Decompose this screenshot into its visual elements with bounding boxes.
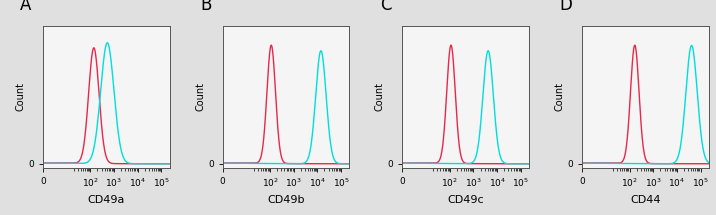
- X-axis label: CD44: CD44: [630, 195, 661, 205]
- Text: C: C: [379, 0, 391, 14]
- Y-axis label: Count: Count: [195, 82, 205, 111]
- Text: D: D: [559, 0, 572, 14]
- Y-axis label: Count: Count: [555, 82, 565, 111]
- X-axis label: CD49b: CD49b: [267, 195, 305, 205]
- Y-axis label: Count: Count: [16, 82, 25, 111]
- Y-axis label: Count: Count: [375, 82, 385, 111]
- Text: A: A: [20, 0, 32, 14]
- X-axis label: CD49c: CD49c: [448, 195, 484, 205]
- X-axis label: CD49a: CD49a: [87, 195, 125, 205]
- Text: B: B: [200, 0, 211, 14]
